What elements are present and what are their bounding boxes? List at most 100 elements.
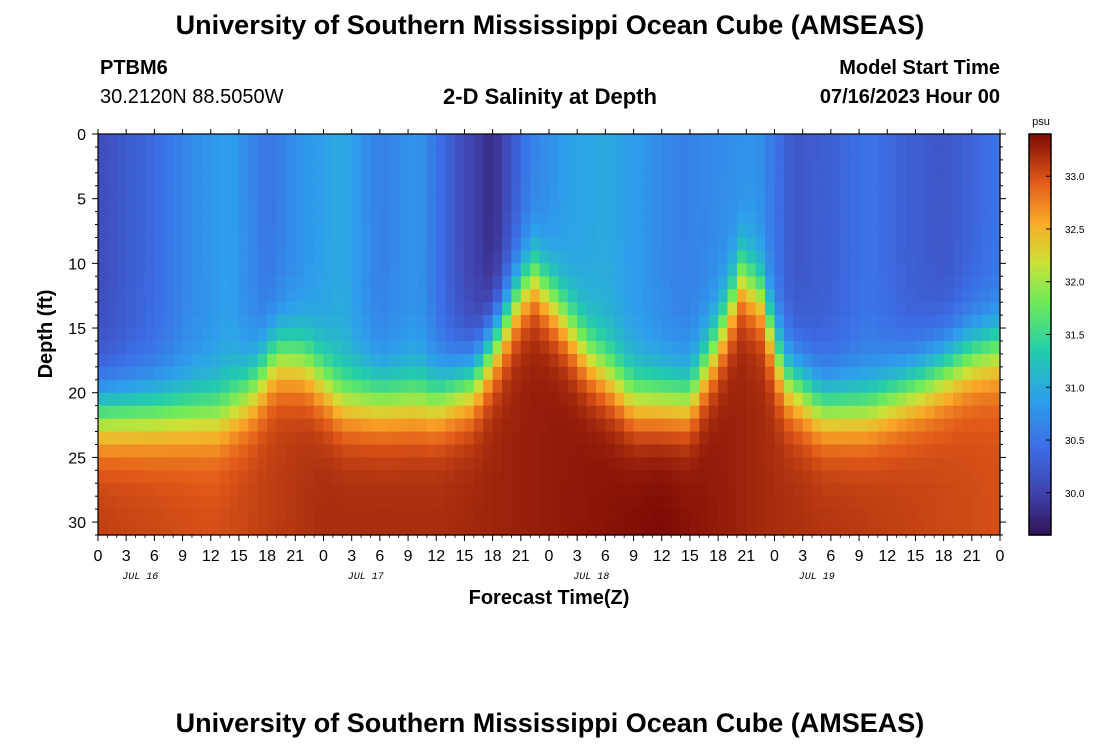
heatmap-cell	[774, 224, 785, 239]
colorbar-segment	[1029, 491, 1051, 496]
heatmap-cell	[398, 315, 409, 329]
heatmap-cell	[220, 366, 231, 381]
heatmap-cell	[765, 392, 776, 407]
heatmap-cell	[558, 353, 569, 368]
heatmap-cell	[276, 509, 287, 523]
colorbar-segment	[1029, 247, 1051, 252]
heatmap-cell	[755, 172, 766, 187]
colorbar-segment	[1029, 217, 1051, 222]
heatmap-cell	[934, 496, 945, 510]
heatmap-cell	[445, 315, 456, 329]
heatmap-cell	[830, 431, 841, 446]
heatmap-cell	[877, 457, 888, 471]
heatmap-cell	[483, 379, 494, 394]
heatmap-cell	[765, 146, 776, 161]
heatmap-cell	[163, 159, 174, 174]
heatmap-cell	[276, 250, 287, 264]
heatmap-cell	[736, 522, 747, 536]
heatmap-cell	[577, 353, 588, 368]
heatmap-cell	[379, 263, 390, 277]
heatmap-cell	[567, 509, 578, 523]
heatmap-cell	[962, 328, 973, 342]
heatmap-cell	[267, 237, 278, 252]
heatmap-cell	[173, 198, 184, 213]
heatmap-cell	[154, 392, 165, 407]
heatmap-cell	[163, 470, 174, 484]
heatmap-cell	[962, 353, 973, 368]
heatmap-cell	[981, 211, 992, 226]
heatmap-cell	[586, 522, 597, 536]
heatmap-cell	[736, 405, 747, 420]
heatmap-cell	[671, 237, 682, 252]
heatmap-cell	[896, 418, 907, 433]
heatmap-cell	[924, 263, 935, 277]
heatmap-cell	[163, 483, 174, 497]
heatmap-cell	[314, 185, 325, 200]
heatmap-cell	[595, 418, 606, 433]
heatmap-cell	[304, 134, 315, 148]
heatmap-cell	[727, 159, 738, 174]
heatmap-cell	[238, 263, 249, 277]
heatmap-cell	[868, 146, 879, 161]
heatmap-cell	[257, 457, 268, 471]
heatmap-cell	[830, 263, 841, 277]
heatmap-cell	[736, 496, 747, 510]
heatmap-cell	[464, 276, 475, 290]
heatmap-cell	[802, 146, 813, 161]
heatmap-cell	[567, 392, 578, 407]
heatmap-cell	[736, 211, 747, 226]
heatmap-cell	[906, 457, 917, 471]
heatmap-cell	[549, 302, 559, 316]
heatmap-cell	[746, 457, 757, 471]
heatmap-cell	[577, 405, 588, 420]
heatmap-cell	[229, 250, 240, 264]
heatmap-cell	[248, 146, 259, 161]
heatmap-cell	[257, 405, 268, 420]
heatmap-cell	[558, 418, 569, 433]
heatmap-cell	[238, 250, 249, 264]
heatmap-cell	[370, 263, 381, 277]
heatmap-cell	[718, 483, 729, 497]
heatmap-cell	[361, 353, 372, 368]
heatmap-cell	[802, 340, 813, 355]
heatmap-cell	[727, 315, 738, 329]
heatmap-cell	[896, 379, 907, 394]
heatmap-cell	[267, 483, 278, 497]
heatmap-cell	[539, 263, 550, 277]
heatmap-cell	[605, 237, 616, 252]
heatmap-cell	[492, 353, 503, 368]
heatmap-cell	[736, 302, 747, 316]
heatmap-cell	[736, 198, 747, 213]
heatmap-cell	[126, 198, 137, 213]
heatmap-cell	[671, 522, 682, 536]
colorbar-segment	[1029, 184, 1051, 189]
heatmap-cell	[671, 134, 682, 148]
heatmap-cell	[859, 289, 870, 303]
heatmap-cell	[755, 340, 766, 355]
heatmap-cell	[887, 315, 898, 329]
heatmap-cell	[595, 405, 606, 420]
heatmap-cell	[464, 263, 475, 277]
heatmap-cell	[765, 134, 776, 148]
heatmap-cell	[652, 483, 663, 497]
heatmap-cell	[624, 522, 635, 536]
heatmap-cell	[774, 198, 785, 213]
colorbar-segment	[1029, 167, 1051, 172]
heatmap-cell	[699, 509, 710, 523]
heatmap-cell	[154, 470, 165, 484]
heatmap-cell	[614, 134, 625, 148]
x-tick-label: 9	[855, 548, 864, 565]
heatmap-cell	[276, 405, 287, 420]
heatmap-cell	[144, 405, 155, 420]
heatmap-cell	[783, 276, 794, 290]
x-tick-label: 0	[770, 548, 779, 565]
heatmap-cell	[464, 444, 475, 458]
heatmap-cell	[492, 211, 503, 226]
heatmap-cell	[614, 289, 625, 303]
x-tick-label: 18	[258, 548, 276, 565]
heatmap-cell	[191, 211, 202, 226]
heatmap-cell	[586, 185, 597, 200]
heatmap-cell	[849, 522, 860, 536]
heatmap-cell	[379, 522, 390, 536]
heatmap-cell	[520, 340, 531, 355]
